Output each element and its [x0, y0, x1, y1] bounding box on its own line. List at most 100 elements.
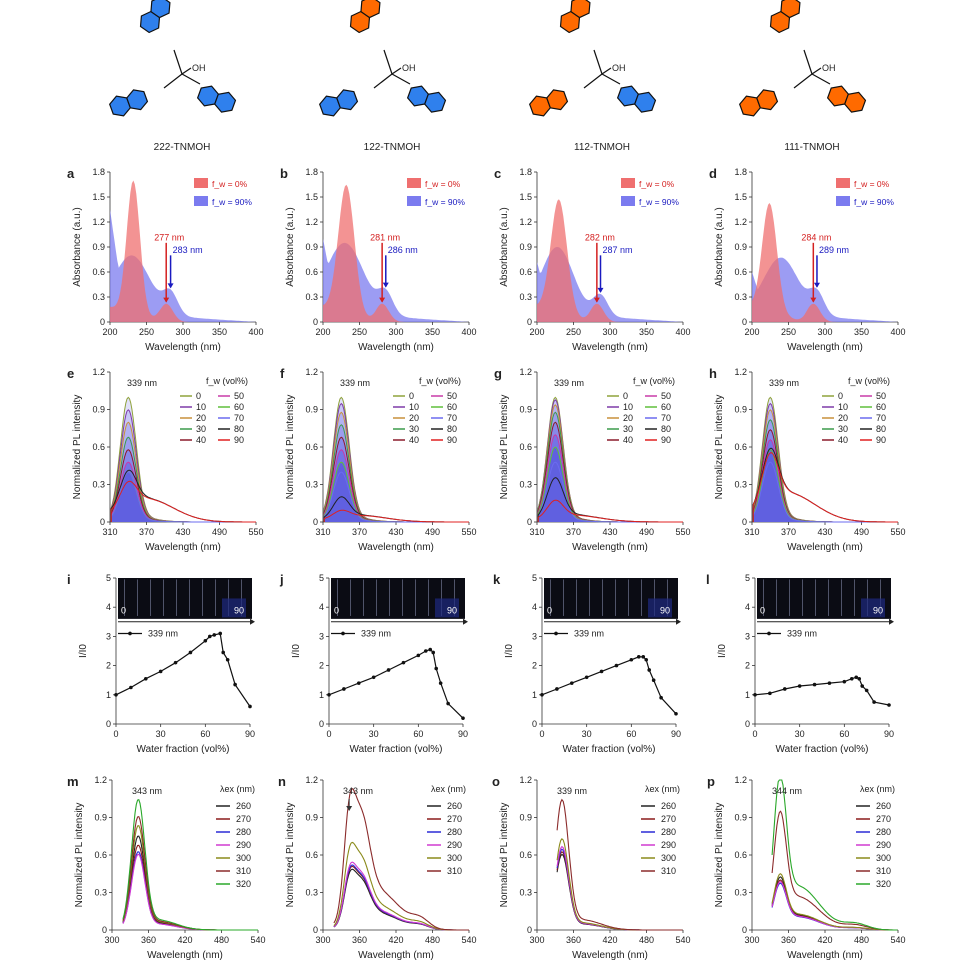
vial	[880, 579, 881, 616]
y-tick-label: 0	[527, 317, 532, 327]
vial	[563, 579, 564, 616]
legend-label: 70	[661, 413, 671, 423]
y-tick-label: 5	[532, 573, 537, 583]
y-tick-label: 0.6	[92, 267, 105, 277]
vial	[215, 579, 216, 616]
vial	[828, 579, 829, 616]
x-tick-label: 480	[214, 935, 229, 945]
x-tick-label: 300	[388, 327, 403, 337]
naphthyl-left	[318, 89, 359, 117]
y-tick-label: 0	[527, 925, 532, 935]
bond	[593, 49, 603, 75]
data-point	[188, 650, 193, 655]
y-tick-label: 2	[745, 661, 750, 671]
x-tick-label: 0	[539, 729, 544, 739]
photo-label-right: 90	[873, 606, 883, 616]
molecule-row: OH 222-TNMOH OH 122-TNMOH OH 112-TNMOH OH 111-T…	[108, 0, 867, 153]
pl-water-row: 310 370 430 490 550 0 0.3 0.6 0.9 1.2 Wavelength (…	[67, 366, 906, 553]
y-tick-label: 0.3	[305, 888, 318, 898]
legend-marker	[341, 631, 345, 636]
legend-label: 290	[447, 840, 462, 850]
legend-label: 260	[236, 801, 251, 811]
panel-letter: k	[493, 572, 501, 587]
panel-letter: h	[709, 366, 717, 381]
legend-label: 300	[236, 853, 251, 863]
legend-label: 90	[447, 435, 457, 445]
y-axis-label: Normalized PL intensity	[285, 395, 296, 500]
y-tick-label: 2	[319, 661, 324, 671]
y-tick-label: 5	[745, 573, 750, 583]
x-tick-label: 30	[795, 729, 805, 739]
data-point	[438, 681, 443, 685]
y-tick-label: 0	[742, 925, 747, 935]
data-point	[386, 668, 391, 672]
bond	[601, 67, 612, 75]
red-peak-label: 282 nm	[585, 232, 615, 242]
legend-label: 270	[236, 814, 251, 824]
legend-label: 270	[447, 814, 462, 824]
y-tick-label: 1.2	[92, 367, 105, 377]
pl-excitation-panel-p: 300 360 420 480 540 0 0.3 0.6 0.9 1.2 Wavelength (…	[707, 774, 906, 961]
x-tick-label: 400	[248, 327, 263, 337]
bond	[181, 73, 201, 85]
series-ex-310	[333, 787, 469, 931]
legend-label: 300	[447, 853, 462, 863]
x-tick-label: 90	[458, 729, 468, 739]
x-tick-label: 550	[248, 527, 263, 537]
data-point	[812, 682, 817, 687]
blue-arrowhead	[813, 282, 820, 288]
y-tick-label: 4	[532, 602, 537, 612]
y-tick-label: 1.8	[305, 167, 318, 177]
data-point	[218, 631, 223, 636]
x-tick-label: 430	[388, 527, 403, 537]
vial	[615, 579, 616, 616]
x-axis-label: Wavelength (nm)	[358, 950, 434, 961]
ring	[214, 91, 237, 113]
vial	[337, 579, 338, 616]
data-point	[434, 666, 439, 671]
y-axis-label: Absorbance (a.u.)	[714, 207, 725, 287]
x-tick-label: 0	[752, 729, 757, 739]
panel-letter: g	[494, 366, 502, 381]
y-tick-label: 0	[313, 517, 318, 527]
legend-label: 70	[447, 413, 457, 423]
x-tick-label: 540	[250, 935, 265, 945]
data-point	[416, 653, 421, 658]
legend-label: 0	[838, 391, 843, 401]
x-tick-label: 300	[104, 935, 119, 945]
photo-label-right: 90	[447, 606, 457, 616]
legend-label: 50	[876, 391, 886, 401]
x-axis-label: Water fraction (vol%)	[776, 744, 869, 755]
y-axis-label: Absorbance (a.u.)	[285, 207, 296, 287]
y-tick-label: 1.2	[734, 775, 747, 785]
y-tick-label: 1.2	[94, 775, 107, 785]
shade-area	[324, 462, 469, 522]
x-tick-label: 370	[139, 527, 154, 537]
legend-label: 290	[876, 840, 891, 850]
data-point	[647, 668, 651, 672]
oh-label: OH	[612, 63, 626, 73]
y-axis-label: Normalized PL intensity	[714, 803, 725, 908]
pl-excitation-panel-m: 300 360 420 480 540 0 0.3 0.6 0.9 1.2 Wavelength (…	[67, 774, 266, 961]
y-tick-label: 0.3	[94, 888, 107, 898]
x-tick-label: 300	[529, 935, 544, 945]
y-axis-label: I/I0	[717, 644, 728, 658]
vial	[350, 579, 351, 616]
y-tick-label: 1.2	[92, 217, 105, 227]
ring	[844, 91, 867, 113]
x-axis-label: Wavelength (nm)	[787, 950, 863, 961]
legend-label-fw90: f_w = 90%	[854, 197, 894, 207]
x-tick-label: 250	[139, 327, 154, 337]
absorbance-panel-b: 200 250 300 350 400 0 0.3 0.6 0.9 1.2 1.5 1.8 Wavele…	[280, 166, 477, 353]
x-tick-label: 30	[582, 729, 592, 739]
x-tick-label: 430	[175, 527, 190, 537]
y-tick-label: 1	[532, 690, 537, 700]
x-tick-label: 420	[177, 935, 192, 945]
legend-label: 50	[234, 391, 244, 401]
y-tick-label: 0.6	[519, 442, 532, 452]
red-arrowhead	[593, 297, 600, 303]
photo-label-left: 0	[547, 606, 552, 616]
naphthyl-top	[349, 0, 381, 34]
data-point	[584, 675, 589, 680]
arrow-head	[676, 618, 681, 625]
